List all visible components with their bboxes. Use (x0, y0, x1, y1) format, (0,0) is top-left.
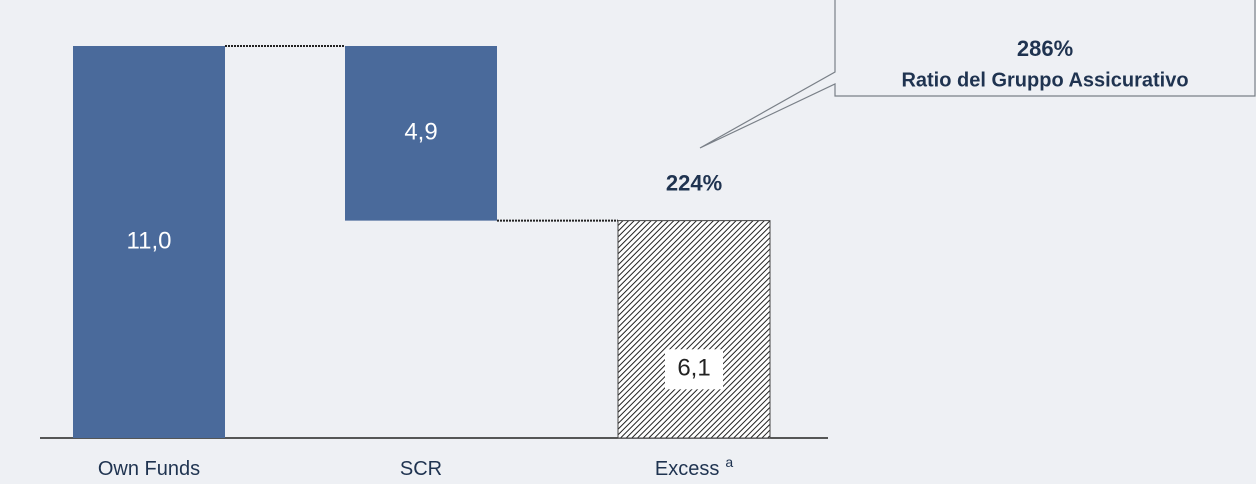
x-tick-label: Excess a (655, 454, 733, 481)
value-label: 4,9 (404, 119, 437, 146)
callout-box (699, 0, 1256, 149)
category-name: Own Funds (98, 458, 200, 480)
value-label: 6,1 (677, 355, 710, 382)
category-name: SCR (400, 458, 442, 480)
value-label: 11,0 (127, 227, 172, 254)
category-name: Excess (655, 458, 719, 480)
category-superscript: a (725, 454, 733, 470)
callout-text: Ratio del Gruppo Assicurativo (901, 69, 1188, 91)
bar (73, 46, 225, 438)
callout-title: 286% (1017, 36, 1073, 61)
x-tick-label: SCR (400, 458, 442, 480)
annotation: 224% (666, 170, 722, 195)
bar (617, 220, 771, 439)
value-label-box (665, 349, 723, 390)
bar (345, 46, 497, 221)
x-tick-label: Own Funds (98, 458, 200, 480)
